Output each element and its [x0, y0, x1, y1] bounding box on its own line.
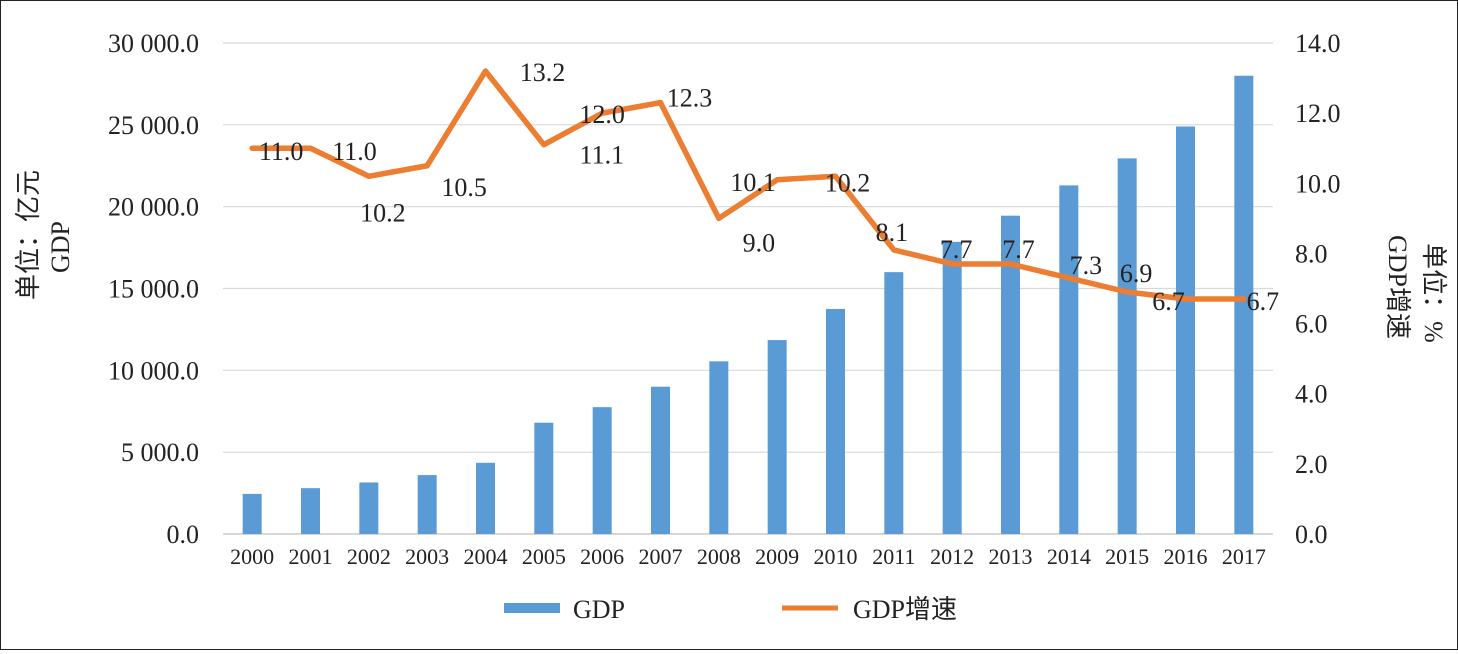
data-label-gdp-growth: 12.3	[667, 84, 713, 113]
x-tick-label: 2007	[639, 544, 683, 569]
x-tick-label: 2012	[930, 544, 974, 569]
y-left-tick-label: 0.0	[167, 520, 200, 549]
y-right-tick-label: 4.0	[1295, 380, 1328, 409]
x-axis: 2000 2001 2002 2003 2004 2005 2006 2007 2008 2009…	[230, 544, 1266, 569]
x-tick-label: 2014	[1047, 544, 1091, 569]
data-label-gdp-growth: 11.1	[580, 141, 625, 170]
legend: GDP GDP增速	[504, 595, 957, 624]
bar-gdp	[301, 488, 320, 534]
data-label-gdp-growth: 7.3	[1070, 251, 1103, 280]
x-tick-label: 2013	[989, 544, 1033, 569]
bar-gdp	[1059, 185, 1078, 534]
y-left-tick-label: 5 000.0	[121, 438, 199, 467]
bar-gdp	[884, 272, 903, 534]
y-right-tick-label: 6.0	[1295, 310, 1328, 339]
x-tick-label: 2000	[230, 544, 274, 569]
data-label-gdp-growth: 13.2	[520, 58, 566, 87]
y-left-tick-label: 10 000.0	[108, 356, 199, 385]
x-tick-label: 2004	[464, 544, 508, 569]
y-left-tick-label: 25 000.0	[108, 111, 199, 140]
bar-gdp	[476, 463, 495, 534]
bar-gdp	[359, 482, 378, 534]
x-tick-label: 2008	[697, 544, 741, 569]
y-right-tick-label: 14.0	[1295, 29, 1341, 58]
y-axis-left-label-line2: 单位：亿元	[14, 170, 43, 300]
x-tick-label: 2001	[289, 544, 333, 569]
bar-gdp	[418, 475, 437, 534]
legend-label-gdp: GDP	[573, 595, 625, 624]
y-axis-left: 0.0 5 000.0 10 000.0 15 000.0 20 000.0 25 000…	[108, 29, 199, 549]
bar-gdp	[1118, 158, 1137, 534]
x-tick-label: 2015	[1105, 544, 1149, 569]
data-label-gdp-growth: 12.0	[579, 100, 625, 129]
x-tick-label: 2010	[814, 544, 858, 569]
data-label-gdp-growth: 11.0	[332, 137, 377, 166]
data-label-gdp-growth: 7.7	[940, 235, 973, 264]
bar-gdp	[651, 387, 670, 534]
y-right-tick-label: 2.0	[1295, 450, 1328, 479]
data-label-gdp-growth: 10.5	[441, 173, 487, 202]
bar-gdp	[943, 242, 962, 534]
x-tick-label: 2016	[1164, 544, 1208, 569]
bar-gdp	[709, 361, 728, 534]
x-tick-label: 2006	[580, 544, 624, 569]
x-tick-label: 2003	[405, 544, 449, 569]
x-tick-label: 2002	[347, 544, 391, 569]
y-axis-left-label-line1: GDP	[46, 221, 75, 273]
data-label-gdp-growth: 6.7	[1247, 287, 1280, 316]
data-label-gdp-growth: 6.9	[1120, 259, 1153, 288]
data-label-gdp-growth: 10.2	[825, 168, 871, 197]
data-label-gdp-growth: 8.1	[876, 218, 909, 247]
bar-gdp	[826, 309, 845, 534]
data-label-gdp-growth: 6.7	[1152, 287, 1185, 316]
y-right-tick-label: 0.0	[1295, 520, 1328, 549]
bar-series-gdp	[243, 76, 1254, 534]
y-left-tick-label: 30 000.0	[108, 29, 199, 58]
bar-gdp	[1176, 126, 1195, 534]
data-label-gdp-growth: 10.2	[360, 198, 406, 227]
data-label-gdp-growth: 9.0	[743, 228, 776, 257]
y-left-tick-label: 15 000.0	[108, 275, 199, 304]
x-tick-label: 2009	[755, 544, 799, 569]
x-tick-label: 2005	[522, 544, 566, 569]
y-axis-right-label-line1: GDP增速	[1383, 235, 1412, 339]
x-tick-label: 2011	[872, 544, 915, 569]
data-label-gdp-growth: 11.0	[259, 137, 304, 166]
y-axis-right-label-line2: 单位：%	[1419, 243, 1448, 343]
legend-label-gdp-growth: GDP增速	[853, 595, 957, 624]
y-right-tick-label: 10.0	[1295, 169, 1341, 198]
x-tick-label: 2017	[1222, 544, 1266, 569]
bar-gdp	[593, 407, 612, 534]
data-label-gdp-growth: 7.7	[1002, 235, 1035, 264]
y-right-tick-label: 8.0	[1295, 239, 1328, 268]
y-axis-right: 0.0 2.0 4.0 6.0 8.0 10.0 12.0 14.0	[1295, 29, 1341, 549]
y-left-tick-label: 20 000.0	[108, 193, 199, 222]
legend-swatch-gdp	[504, 603, 560, 613]
data-label-gdp-growth: 10.1	[730, 168, 776, 197]
bar-gdp	[768, 340, 787, 534]
bar-gdp	[534, 423, 553, 534]
y-right-tick-label: 12.0	[1295, 99, 1341, 128]
bar-gdp	[243, 494, 262, 534]
